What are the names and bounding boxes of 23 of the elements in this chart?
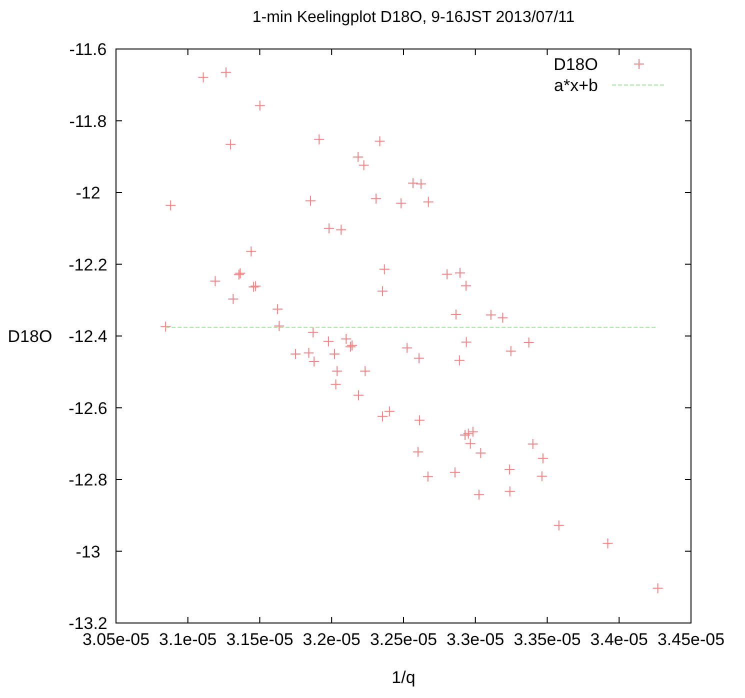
chart-title: 1-min Keelingplot D18O, 9-16JST 2013/07/11 — [252, 9, 575, 26]
x-tick-label: 3.35e-05 — [514, 630, 581, 649]
x-tick-label: 3.05e-05 — [82, 630, 150, 649]
x-axis-title: 1/q — [392, 668, 416, 687]
y-tick-label: -12.4 — [68, 327, 108, 346]
y-tick-label: -12.2 — [68, 255, 108, 274]
y-tick-label: -12.8 — [68, 470, 108, 490]
y-axis-title: D18O — [8, 327, 52, 346]
y-tick-label: -11.8 — [69, 112, 107, 131]
x-tick-label: 3.2e-05 — [302, 630, 360, 649]
legend-label: D18O — [554, 55, 598, 74]
x-tick-label: 3.1e-05 — [159, 630, 217, 649]
legend-label: a*x+b — [554, 76, 598, 95]
y-tick-label: -11.6 — [69, 40, 107, 59]
x-tick-label: 3.3e-05 — [446, 630, 504, 649]
y-tick-label: -13.2 — [68, 614, 108, 633]
x-tick-label: 3.15e-05 — [226, 630, 294, 649]
y-tick-label: -12 — [76, 184, 100, 202]
y-tick-label: -13 — [76, 542, 100, 562]
y-tick-label: -12.6 — [68, 398, 108, 418]
x-tick-label: 3.4e-05 — [590, 630, 648, 649]
x-tick-label: 3.25e-05 — [370, 630, 438, 649]
x-tick-label: 3.45e-05 — [657, 630, 725, 649]
